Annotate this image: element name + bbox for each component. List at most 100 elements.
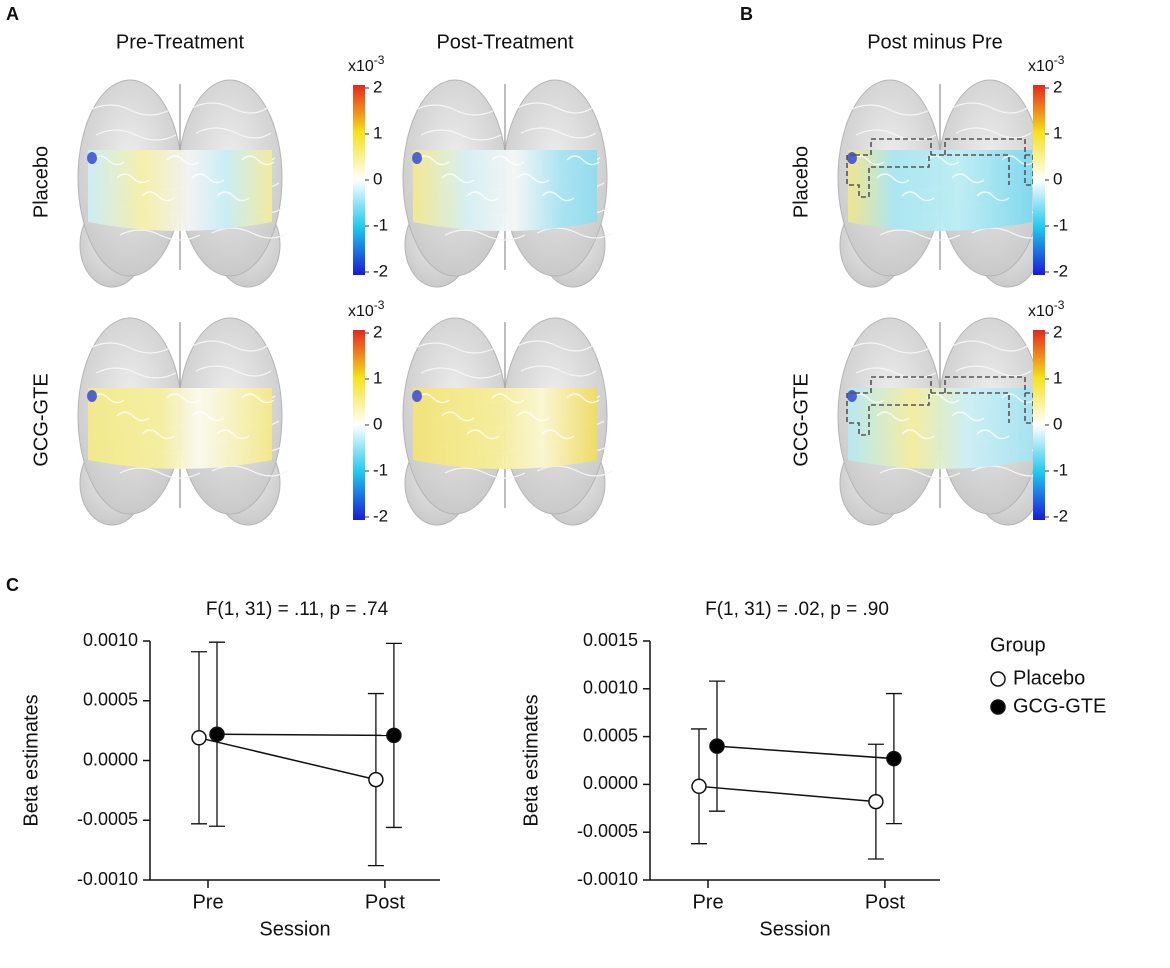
- gyrus: [116, 173, 150, 184]
- column-title: Post-Treatment: [436, 31, 574, 53]
- y-tick-label: 0.0000: [83, 749, 138, 769]
- colorbar-tick-label: -2: [373, 506, 388, 525]
- series-line: [716, 745, 894, 760]
- gyrus: [849, 104, 931, 116]
- gyrus: [191, 340, 268, 352]
- colorbar-tick-label: 2: [373, 77, 382, 96]
- colorbar-tick-label: -2: [373, 261, 388, 280]
- activation-spot: [412, 390, 422, 402]
- colorbar-multiplier: x10-3: [1028, 298, 1065, 320]
- colorbar-tick-label: 0: [373, 169, 382, 188]
- legend-title: Group: [990, 634, 1046, 656]
- colorbar-tick-label: 2: [373, 322, 382, 341]
- colorbar-tick-label: 2: [1053, 322, 1062, 341]
- colorbar-tick-label: -1: [373, 460, 388, 479]
- gyrus: [955, 127, 1032, 139]
- colorbar-gradient: [1033, 330, 1045, 520]
- series-line: [198, 737, 377, 781]
- gyrus: [141, 429, 175, 440]
- colorbar: x10-3 2 1 0 -1 -2: [1028, 53, 1068, 280]
- gyrus: [441, 411, 475, 422]
- data-point: [209, 726, 225, 742]
- gyrus: [516, 411, 550, 422]
- y-tick-label: -0.0005: [577, 821, 638, 841]
- gyrus: [466, 191, 500, 202]
- gyrus: [95, 129, 177, 141]
- x-tick-label: Pre: [192, 891, 223, 913]
- gyrus: [951, 340, 1028, 352]
- multiplier-exponent: -3: [374, 298, 385, 312]
- gyrus: [166, 393, 200, 404]
- gyrus: [855, 129, 937, 141]
- colorbar-tick-label: 1: [1053, 123, 1062, 142]
- y-tick-label: 0.0010: [83, 630, 138, 650]
- data-point: [368, 771, 384, 788]
- colorbar-tick-label: 0: [1053, 169, 1062, 188]
- gyrus: [241, 393, 275, 404]
- line-chart: F(1, 31) = .11, p = .74 0.0010 0.0005 0.000…: [20, 599, 440, 940]
- gyrus: [976, 429, 1010, 440]
- brain: [77, 79, 288, 288]
- legend-label: Placebo: [1013, 667, 1085, 689]
- roi-outline: [846, 376, 1034, 436]
- gyrus: [89, 342, 171, 354]
- y-axis-label: Beta estimates: [20, 694, 42, 826]
- gyrus: [516, 102, 593, 114]
- gyrus: [95, 367, 177, 379]
- gyrus: [951, 102, 1028, 114]
- gyrus: [119, 229, 201, 241]
- data-point: [709, 738, 725, 754]
- y-tick-label: 0.0010: [583, 678, 638, 698]
- gyrus: [520, 127, 597, 139]
- series-line: [698, 785, 876, 803]
- column-title: Pre-Treatment: [116, 31, 245, 53]
- colorbar-gradient: [353, 330, 365, 520]
- legend-marker: [990, 699, 1006, 715]
- activation-spot: [412, 152, 422, 164]
- colorbar-multiplier: x10-3: [348, 53, 385, 75]
- multiplier-base: x10: [1028, 303, 1054, 320]
- colorbar-tick-label: -2: [1053, 506, 1068, 525]
- activation-spot: [847, 152, 857, 164]
- gyrus: [166, 155, 200, 166]
- colorbar-tick-label: 1: [1053, 368, 1062, 387]
- brain: [837, 317, 1048, 526]
- row-label: GCG-GTE: [30, 373, 52, 466]
- colorbar-gradient: [1033, 85, 1045, 275]
- series-line: [216, 733, 394, 737]
- colorbar-multiplier: x10-3: [1028, 53, 1065, 75]
- gyrus: [216, 429, 250, 440]
- gyrus: [420, 367, 502, 379]
- multiplier-base: x10: [348, 58, 374, 75]
- gyrus: [216, 191, 250, 202]
- line-chart: F(1, 31) = .02, p = .90 0.0015 0.0010 0.000…: [520, 599, 940, 940]
- gyrus: [876, 173, 910, 184]
- gyrus: [926, 393, 960, 404]
- activation-map: [848, 150, 1032, 231]
- panel-label: B: [740, 4, 753, 24]
- gyrus: [879, 229, 961, 241]
- gyrus: [466, 429, 500, 440]
- gyrus: [541, 429, 575, 440]
- activation-map: [88, 150, 272, 231]
- activation-map: [848, 388, 1032, 469]
- y-tick-label: -0.0005: [77, 809, 138, 829]
- gyrus: [566, 155, 600, 166]
- colorbar-multiplier: x10-3: [348, 298, 385, 320]
- data-point: [886, 750, 902, 767]
- colorbar-tick-label: 0: [1053, 414, 1062, 433]
- data-point: [386, 727, 402, 744]
- x-tick-label: Post: [865, 891, 905, 913]
- y-tick-label: -0.0010: [577, 869, 638, 889]
- gyrus: [951, 411, 985, 422]
- gyrus: [191, 102, 268, 114]
- multiplier-exponent: -3: [1054, 53, 1065, 67]
- activation-spot: [847, 390, 857, 402]
- gyrus: [116, 411, 150, 422]
- gyrus: [516, 340, 593, 352]
- brain: [402, 317, 613, 526]
- y-tick-label: 0.0000: [583, 773, 638, 793]
- colorbar-tick-label: 1: [373, 123, 382, 142]
- chart-title: F(1, 31) = .02, p = .90: [705, 599, 889, 620]
- multiplier-exponent: -3: [1054, 298, 1065, 312]
